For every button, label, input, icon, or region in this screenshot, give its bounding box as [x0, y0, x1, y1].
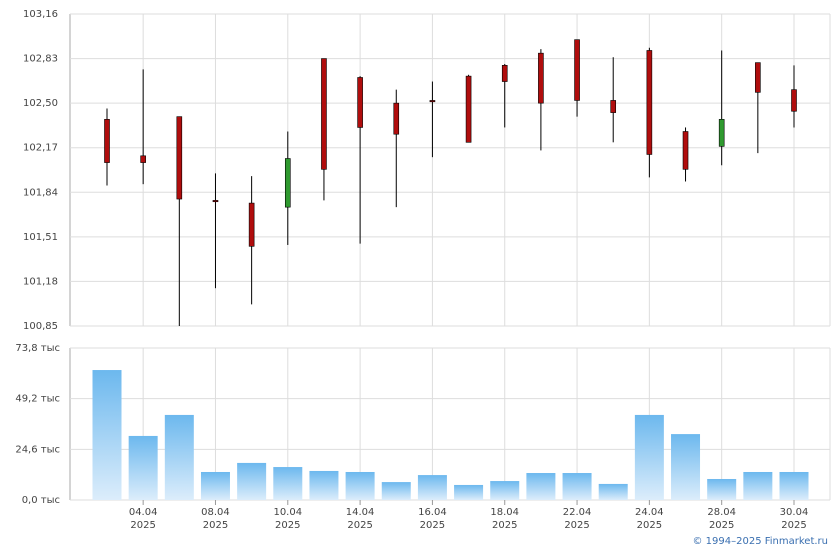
x-tick-label: 08.04 2025	[201, 507, 230, 531]
credit: © 1994–2025 Finmarket.ru	[692, 536, 828, 547]
y-tick-label: 100,85	[23, 321, 58, 332]
volume-bar	[743, 471, 773, 500]
candle-body	[104, 119, 110, 163]
candle-body	[574, 39, 580, 101]
x-tick-label: 24.04 2025	[635, 507, 664, 531]
candle-body	[393, 102, 400, 135]
volume-bar	[417, 475, 447, 500]
candle-body	[140, 155, 146, 163]
volume-bar	[779, 471, 809, 500]
volume-bar	[128, 435, 158, 500]
volume-bar	[490, 481, 520, 500]
y-tick-label: 0,0 тыс	[22, 495, 60, 506]
volume-bar	[309, 470, 339, 500]
candle-body	[682, 131, 689, 170]
candle-body	[755, 62, 761, 93]
y-tick-label: 49,2 тыс	[15, 394, 60, 405]
candle-body	[429, 100, 436, 103]
volume-bar	[345, 471, 375, 500]
candle-body	[718, 119, 725, 147]
volume-bar	[237, 462, 267, 500]
x-tick-label: 30.04 2025	[779, 507, 809, 531]
candle-body	[212, 200, 219, 203]
volume-bar	[562, 473, 592, 500]
volume-bar	[164, 414, 194, 500]
candle-body	[791, 89, 797, 112]
x-tick-label: 16.04 2025	[418, 507, 447, 531]
candle-body	[321, 58, 327, 170]
y-tick-label: 101,18	[23, 276, 58, 287]
x-tick-label: 04.04 2025	[128, 507, 158, 531]
y-tick-label: 73,8 тыс	[15, 343, 60, 354]
candle-body	[248, 202, 255, 247]
volume-bar	[526, 473, 556, 500]
volume-bar	[454, 484, 484, 500]
y-tick-label: 102,50	[23, 98, 58, 109]
volume-bar	[707, 478, 737, 500]
y-tick-label: 101,51	[23, 232, 58, 243]
volume-bar	[92, 370, 122, 500]
y-tick-label: 102,83	[23, 54, 58, 65]
volume-bar	[200, 471, 230, 500]
x-tick-label: 28.04 2025	[707, 507, 736, 531]
volume-bar	[671, 434, 701, 500]
volume-bar	[598, 483, 628, 500]
candle-body	[465, 75, 472, 143]
candle-body	[646, 50, 653, 155]
x-tick-label: 22.04 2025	[562, 507, 592, 531]
candle-body	[176, 116, 183, 200]
volume-bar	[381, 482, 411, 500]
y-tick-label: 101,84	[23, 187, 58, 198]
y-tick-label: 103,16	[23, 9, 58, 20]
candle-body	[610, 100, 617, 113]
volume-bar	[273, 467, 303, 500]
candle-body	[357, 77, 363, 128]
volume-bar	[634, 414, 664, 500]
candle-body	[284, 158, 291, 208]
y-tick-label: 24,6 тыс	[15, 444, 60, 455]
x-tick-label: 14.04 2025	[345, 507, 375, 531]
candle-body	[538, 52, 544, 104]
candle-body	[501, 65, 508, 82]
x-tick-label: 10.04 2025	[273, 507, 303, 531]
x-tick-label: 18.04 2025	[490, 507, 520, 531]
y-tick-label: 102,17	[23, 143, 58, 154]
